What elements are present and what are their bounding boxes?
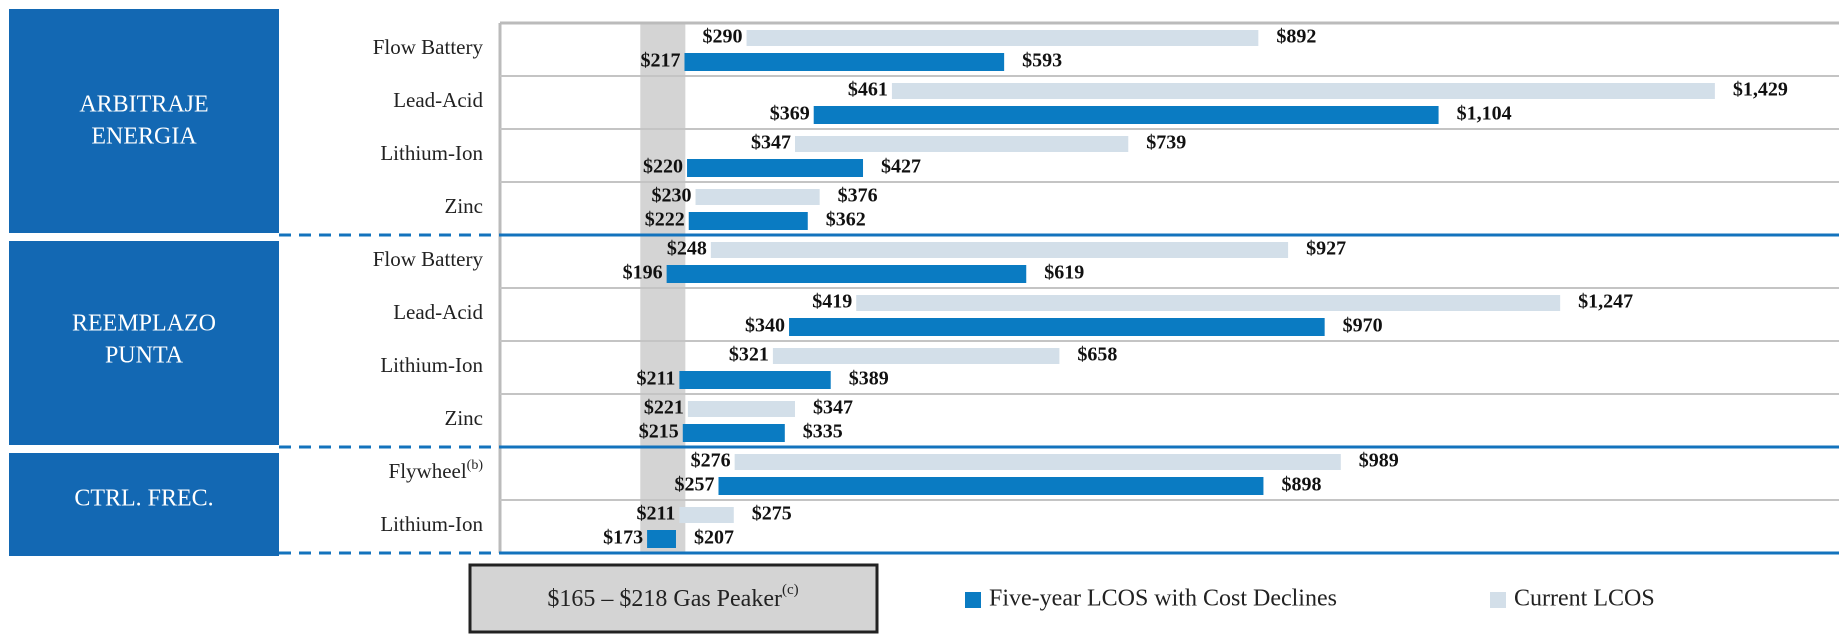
value-label: $217 <box>640 50 680 72</box>
group-label: ARBITRAJE <box>79 92 208 118</box>
value-label: $461 <box>848 79 888 101</box>
group-label: ENERGIA <box>91 124 197 150</box>
category-label: Lithium-Ion <box>380 141 483 165</box>
bar <box>682 424 785 442</box>
bar <box>856 295 1561 311</box>
category-label: Lead-Acid <box>393 300 483 324</box>
value-label: $658 <box>1077 344 1117 366</box>
gas-peaker-label: $165 – $218 Gas Peaker <box>547 586 782 612</box>
value-label: $389 <box>849 368 889 390</box>
bar <box>666 265 1027 283</box>
bar <box>734 454 1341 470</box>
legend-swatch <box>965 592 981 608</box>
value-label: $1,247 <box>1578 291 1633 313</box>
category-name: Flywheel <box>389 459 467 483</box>
value-label: $970 <box>1343 315 1383 337</box>
value-label: $419 <box>812 291 852 313</box>
value-label: $290 <box>703 26 743 48</box>
value-label: $927 <box>1306 238 1346 260</box>
bar <box>746 30 1259 46</box>
bar <box>789 318 1325 336</box>
value-label: $220 <box>643 156 683 178</box>
legend-label: Five-year LCOS with Cost Declines <box>989 586 1337 612</box>
category-label: Lithium-Ion <box>380 512 483 536</box>
group-label: PUNTA <box>105 343 184 369</box>
bar <box>679 507 734 523</box>
value-label: $276 <box>691 450 731 472</box>
group-label: REEMPLAZO <box>72 311 216 337</box>
group-box <box>9 453 279 556</box>
value-label: $215 <box>639 421 679 443</box>
category-name: Zinc <box>445 194 483 218</box>
bar <box>795 136 1129 152</box>
legend-label: Current LCOS <box>1514 586 1655 612</box>
value-label: $369 <box>770 103 810 125</box>
category-label: Zinc <box>445 406 483 430</box>
category-label: Flow Battery <box>373 35 484 59</box>
gas-peaker-legend-box <box>468 563 879 634</box>
value-label: $1,104 <box>1457 103 1512 125</box>
bar <box>891 83 1715 99</box>
value-label: $1,429 <box>1733 79 1788 101</box>
category-label: Lithium-Ion <box>380 353 483 377</box>
bar <box>695 189 820 205</box>
category-name: Flow Battery <box>373 247 484 271</box>
bar <box>684 53 1005 71</box>
bar <box>772 348 1060 364</box>
value-label: $275 <box>752 503 792 525</box>
category-label: Zinc <box>445 194 483 218</box>
value-label: $222 <box>645 209 685 231</box>
category-name: Flow Battery <box>373 35 484 59</box>
value-label: $898 <box>1281 474 1321 496</box>
group-box <box>9 241 279 445</box>
value-label: $347 <box>813 397 853 419</box>
category-note: (b) <box>467 458 484 473</box>
category-name: Lead-Acid <box>393 300 483 324</box>
value-label: $221 <box>644 397 684 419</box>
gas-peaker-legend: $165 – $218 Gas Peaker(c) <box>547 582 798 611</box>
value-label: $989 <box>1359 450 1399 472</box>
value-label: $340 <box>745 315 785 337</box>
gas-peaker-note: (c) <box>782 582 799 598</box>
category-name: Lithium-Ion <box>380 353 483 377</box>
category-name: Lead-Acid <box>393 88 483 112</box>
bar <box>687 159 864 177</box>
category-label: Lead-Acid <box>393 88 483 112</box>
category-name: Zinc <box>445 406 483 430</box>
value-label: $619 <box>1044 262 1084 284</box>
category-label: Flywheel(b) <box>389 458 484 483</box>
value-label: $593 <box>1022 50 1062 72</box>
bar <box>718 477 1264 495</box>
bar <box>647 530 676 548</box>
value-label: $211 <box>636 503 675 525</box>
value-label: $892 <box>1276 26 1316 48</box>
value-label: $173 <box>603 527 643 549</box>
value-label: $335 <box>803 421 843 443</box>
category-name: Lithium-Ion <box>380 512 483 536</box>
value-label: $739 <box>1146 132 1186 154</box>
value-label: $321 <box>729 344 769 366</box>
group-box <box>9 9 279 233</box>
value-label: $427 <box>881 156 921 178</box>
bar <box>687 401 796 417</box>
bar <box>688 212 808 230</box>
bar <box>679 371 831 389</box>
value-label: $362 <box>826 209 866 231</box>
group-label: CTRL. FREC. <box>74 486 213 512</box>
bar <box>710 242 1289 258</box>
bar <box>813 106 1439 124</box>
value-label: $211 <box>636 368 675 390</box>
value-label: $207 <box>694 527 734 549</box>
value-label: $376 <box>838 185 878 207</box>
value-label: $347 <box>751 132 791 154</box>
value-label: $196 <box>623 262 663 284</box>
value-label: $248 <box>667 238 707 260</box>
category-name: Lithium-Ion <box>380 141 483 165</box>
legend-swatch <box>1490 592 1506 608</box>
value-label: $257 <box>674 474 714 496</box>
category-label: Flow Battery <box>373 247 484 271</box>
value-label: $230 <box>652 185 692 207</box>
